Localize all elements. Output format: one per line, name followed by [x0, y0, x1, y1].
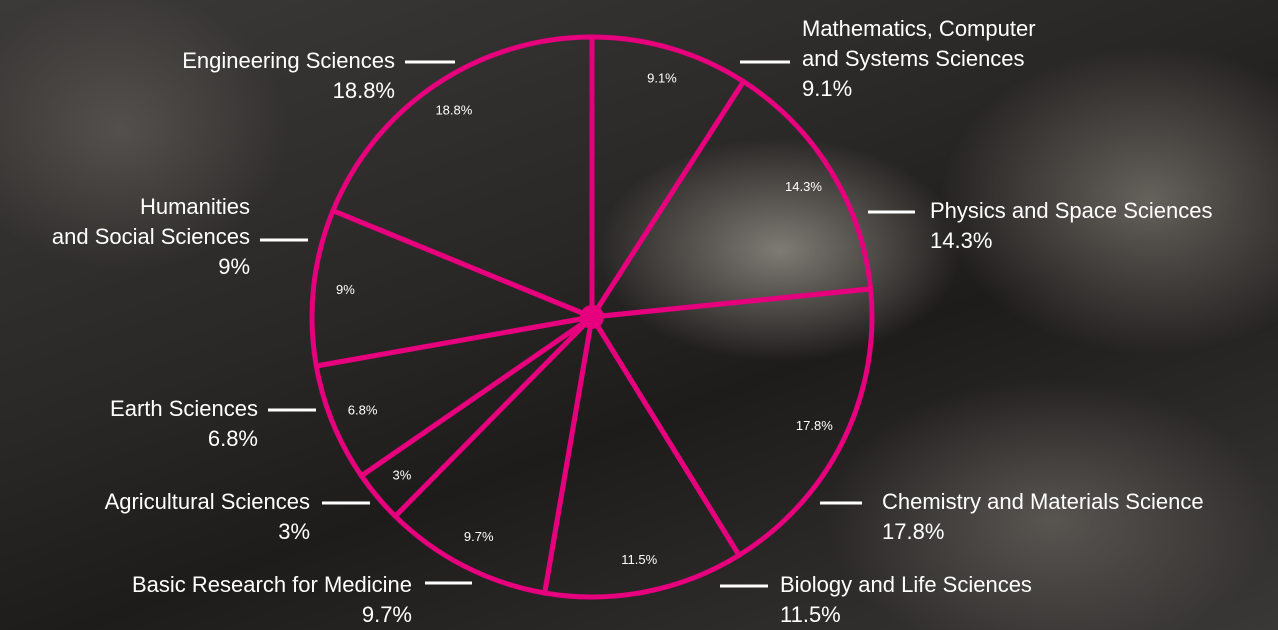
value-label: 3%: [278, 519, 310, 544]
pie-slice: [392, 314, 595, 596]
pie-slice: [358, 314, 595, 519]
slice-label: 9%: [336, 282, 355, 297]
value-label: 6.8%: [208, 426, 258, 451]
value-label: 11.5%: [780, 602, 841, 627]
slice-label: 9.7%: [464, 529, 494, 544]
value-label: 9%: [218, 254, 250, 279]
pie-slice: [542, 314, 742, 600]
value-label: 18.8%: [333, 78, 395, 103]
pie-slice: [589, 79, 874, 320]
category-label: Agricultural Sciences: [105, 489, 310, 514]
slice-label: 9.1%: [647, 71, 677, 86]
category-label: Chemistry and Materials Science: [882, 489, 1204, 514]
category-label: and Social Sciences: [52, 224, 250, 249]
pie-center: [580, 305, 604, 329]
value-label: 17.8%: [882, 519, 944, 544]
pie-slice: [330, 34, 595, 320]
slice-label: 14.3%: [785, 179, 822, 194]
pie-slice: [309, 208, 595, 369]
slice-label: 17.8%: [796, 418, 833, 433]
category-label: Mathematics, Computer: [802, 16, 1036, 41]
category-label: Physics and Space Sciences: [930, 198, 1213, 223]
category-label: Humanities: [140, 194, 250, 219]
value-label: 9.7%: [362, 602, 412, 627]
slice-label: 18.8%: [435, 102, 472, 117]
value-label: 14.3%: [930, 228, 992, 253]
category-label: Engineering Sciences: [182, 48, 395, 73]
category-label: Earth Sciences: [110, 396, 258, 421]
value-label: 9.1%: [802, 76, 852, 101]
slice-label: 11.5%: [621, 552, 657, 567]
category-label: and Systems Sciences: [802, 46, 1025, 71]
slice-label: 6.8%: [348, 403, 378, 418]
category-label: Biology and Life Sciences: [780, 572, 1032, 597]
slice-label: 3%: [393, 468, 412, 483]
category-label: Basic Research for Medicine: [132, 572, 412, 597]
pie-slice: [589, 286, 875, 558]
pie-slice: [589, 34, 747, 320]
